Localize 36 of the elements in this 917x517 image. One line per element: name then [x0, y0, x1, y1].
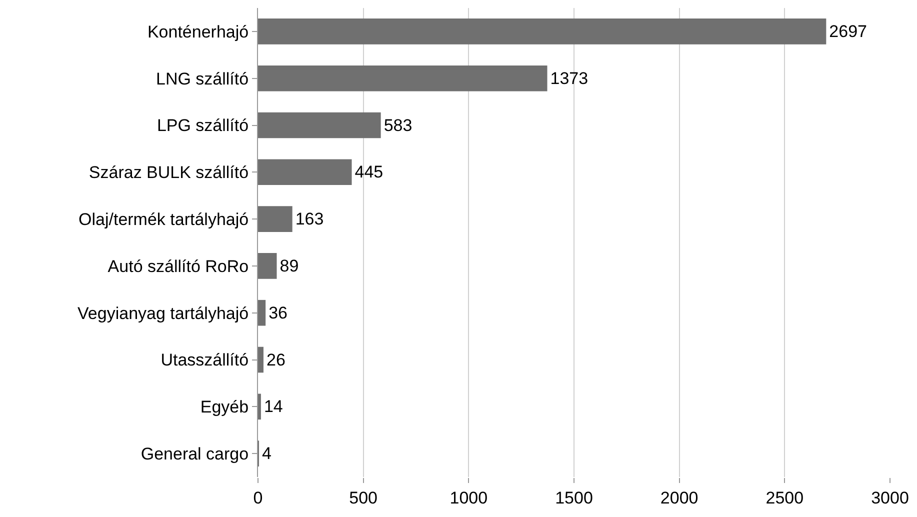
x-tick-label: 3000	[871, 488, 909, 508]
x-tick-label: 0	[253, 488, 263, 508]
bar	[258, 65, 548, 92]
data-label: 163	[295, 210, 324, 229]
data-label: 26	[266, 350, 286, 370]
y-tick-label: Konténerhajó	[147, 22, 249, 42]
y-tick-label: LPG szállító	[156, 116, 249, 136]
y-tick-label: LNG szállító	[156, 69, 249, 88]
y-tick-label: Olaj/termék tartályhajó	[78, 210, 249, 229]
bar	[258, 253, 277, 279]
data-label: 36	[268, 303, 288, 322]
y-tick-label: General cargo	[140, 444, 249, 464]
y-tick-label: Száraz BULK szállító	[88, 163, 249, 182]
data-label: 583	[384, 116, 412, 135]
bar	[258, 18, 826, 44]
bar	[258, 206, 292, 232]
x-tick-label: 1000	[450, 488, 488, 508]
bar	[258, 112, 381, 138]
bar	[258, 346, 264, 373]
x-tick-label: 500	[349, 488, 378, 508]
data-label: 445	[354, 162, 384, 182]
x-tick-label: 1500	[555, 488, 593, 508]
y-tick-label: Vegyianyag tartályhajó	[78, 304, 249, 323]
y-tick-label: Utasszállító	[160, 350, 249, 370]
data-label: 2697	[829, 22, 867, 41]
bar	[258, 300, 266, 326]
y-tick-label: Autó szállító RoRo	[108, 256, 249, 276]
bar	[258, 394, 261, 420]
x-tick-label: 2000	[660, 488, 698, 508]
data-label: 1373	[550, 68, 588, 88]
bar	[258, 159, 352, 186]
data-label: 14	[264, 397, 283, 416]
data-label: 4	[262, 444, 272, 464]
x-tick-label: 2500	[766, 488, 804, 508]
y-tick-label: Egyéb	[200, 398, 249, 417]
data-label: 89	[280, 256, 299, 276]
